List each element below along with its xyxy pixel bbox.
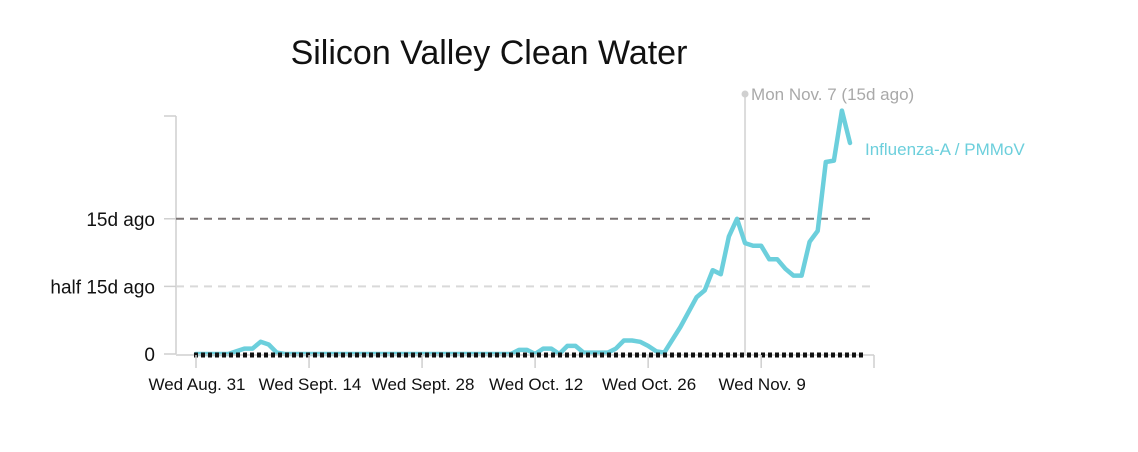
marker-dot (741, 90, 749, 98)
y-axis: 0 half 15d ago 15d ago (50, 210, 870, 366)
date-marker: Mon Nov. 7 (15d ago) (741, 85, 914, 355)
marker-label: Mon Nov. 7 (15d ago) (751, 85, 914, 104)
series-line (193, 108, 853, 357)
x-axis: Wed Aug. 31 Wed Sept. 14 Wed Sept. 28 Wed O… (148, 355, 806, 394)
y-tick-label: 0 (144, 345, 155, 366)
series-label: Influenza-A / PMMoV (865, 140, 1025, 159)
x-tick-label: Wed Oct. 12 (489, 375, 583, 394)
x-tick-label: Wed Aug. 31 (148, 375, 245, 394)
x-tick-label: Wed Oct. 26 (602, 375, 696, 394)
x-tick-label: Wed Nov. 9 (719, 375, 806, 394)
y-tick-label: 15d ago (86, 210, 155, 231)
y-tick-label: half 15d ago (50, 277, 155, 298)
series-group: Influenza-A / PMMoV (193, 108, 1025, 357)
x-tick-label: Wed Sept. 28 (372, 375, 475, 394)
x-tick-label: Wed Sept. 14 (259, 375, 362, 394)
chart-title: Silicon Valley Clean Water (291, 34, 688, 72)
